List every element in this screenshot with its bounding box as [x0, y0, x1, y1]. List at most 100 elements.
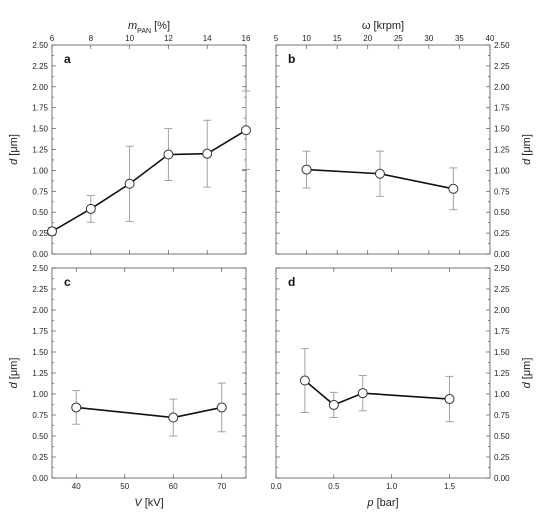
y-tick-label: 2.25 — [32, 62, 48, 71]
y-tick-label: 1.75 — [32, 104, 48, 113]
panel-c: 0.00 0.25 0.50 0.75 1.00 1.25 1.50 1.75 2.00 2.25… — [8, 264, 247, 509]
plot-frame — [275, 267, 491, 479]
y-tick-label: 0.25 — [494, 229, 510, 238]
y-tick-label: 1.50 — [494, 348, 510, 357]
y-tick-label: 2.00 — [32, 83, 48, 92]
y-tick-label: 1.50 — [32, 348, 48, 357]
plot-frame — [51, 267, 247, 479]
y-tick-label: 2.25 — [32, 285, 48, 294]
data-point — [202, 148, 213, 159]
y-axis-label: d [μm] — [521, 358, 533, 389]
y-tick-label: 2.50 — [494, 264, 510, 273]
x-tick-label: 25 — [394, 34, 403, 43]
data-point — [163, 149, 174, 160]
y-tick-label: 0.75 — [32, 411, 48, 420]
y-tick-label: 0.25 — [32, 453, 48, 462]
y-tick-label: 2.00 — [494, 83, 510, 92]
y-tick-label: 0.00 — [494, 250, 510, 259]
y-tick-label: 2.50 — [494, 41, 510, 50]
y-tick-label: 2.50 — [32, 41, 48, 50]
y-tick-label: 0.25 — [32, 229, 48, 238]
data-point — [357, 388, 368, 399]
x-tick-label: 50 — [120, 482, 129, 491]
x-tick-label: 60 — [169, 482, 178, 491]
y-tick-label: 1.25 — [32, 369, 48, 378]
x-tick-label: 35 — [455, 34, 464, 43]
y-tick-label: 1.25 — [32, 146, 48, 155]
x-tick-label: 14 — [203, 34, 212, 43]
y-tick-label: 2.50 — [32, 264, 48, 273]
y-tick-label: 0.75 — [494, 411, 510, 420]
plot-frame — [275, 44, 491, 255]
x-tick-label: 15 — [333, 34, 342, 43]
panel-a: 0.00 0.25 0.50 0.75 1.00 1.25 1.50 1.75 2.00 2.25… — [8, 20, 251, 259]
x-tick-label: 0.5 — [328, 482, 340, 491]
panel-letter: c — [64, 275, 71, 289]
y-tick-label: 0.50 — [32, 208, 48, 217]
x-tick-label: 6 — [50, 34, 55, 43]
x-tick-label: 8 — [89, 34, 94, 43]
x-tick-label: 30 — [424, 34, 433, 43]
y-tick-label: 1.00 — [32, 390, 48, 399]
panel-b: 0.00 0.25 0.50 0.75 1.00 1.25 1.50 1.75 2.00 2.25… — [274, 20, 533, 259]
y-tick-label: 1.00 — [32, 166, 48, 175]
y-tick-label: 2.25 — [494, 62, 510, 71]
y-axis-label: d [μm] — [8, 134, 20, 165]
y-tick-label: 1.25 — [494, 369, 510, 378]
series-line — [304, 379, 450, 406]
x-tick-label: 1.0 — [386, 482, 398, 491]
y-axis-label: d [μm] — [521, 134, 533, 165]
x-tick-label: 1.5 — [444, 482, 456, 491]
x-axis-label: p [bar] — [366, 497, 398, 509]
y-tick-label: 0.00 — [32, 474, 48, 483]
data-point — [124, 178, 135, 189]
series-line — [51, 129, 247, 233]
y-tick-label: 2.25 — [494, 285, 510, 294]
data-point — [168, 412, 179, 423]
data-point — [299, 375, 310, 386]
x-tick-label: 70 — [217, 482, 226, 491]
top-axis-label: mPAN [%] — [128, 20, 170, 35]
x-tick-label: 12 — [164, 34, 173, 43]
y-tick-label: 1.50 — [494, 125, 510, 134]
y-tick-label: 1.75 — [494, 327, 510, 336]
x-tick-label: 40 — [486, 34, 495, 43]
y-tick-label: 0.00 — [494, 474, 510, 483]
y-tick-label: 1.25 — [494, 146, 510, 155]
x-tick-label: 40 — [72, 482, 81, 491]
data-point — [241, 125, 251, 136]
x-tick-label: 10 — [125, 34, 134, 43]
x-axis-label: V [kV] — [134, 497, 163, 509]
data-point — [444, 394, 455, 405]
x-tick-label: 5 — [274, 34, 279, 43]
data-point — [71, 402, 82, 413]
plot-frame — [51, 44, 247, 255]
x-tick-label: 10 — [302, 34, 311, 43]
y-tick-label: 1.75 — [32, 327, 48, 336]
top-axis-label: ω [krpm] — [362, 20, 404, 32]
x-tick-label: 0.0 — [270, 482, 282, 491]
series-line — [76, 406, 222, 419]
y-tick-label: 0.25 — [494, 453, 510, 462]
y-tick-label: 0.50 — [32, 432, 48, 441]
y-tick-label: 2.00 — [32, 306, 48, 315]
panel-letter: b — [288, 52, 295, 66]
y-tick-label: 1.00 — [494, 390, 510, 399]
data-point — [374, 168, 385, 179]
y-axis-label: d [μm] — [8, 358, 20, 389]
y-tick-label: 1.50 — [32, 125, 48, 134]
panel-d: 0.00 0.25 0.50 0.75 1.00 1.25 1.50 1.75 2.00 2.25… — [270, 264, 533, 509]
y-tick-label: 0.50 — [494, 208, 510, 217]
y-tick-label: 1.75 — [494, 104, 510, 113]
y-tick-label: 1.00 — [494, 166, 510, 175]
y-tick-label: 0.50 — [494, 432, 510, 441]
panel-letter: a — [64, 52, 71, 66]
y-tick-label: 2.00 — [494, 306, 510, 315]
y-tick-label: 0.75 — [494, 187, 510, 196]
data-point — [448, 183, 459, 194]
data-point — [328, 399, 339, 410]
data-point — [85, 203, 96, 214]
data-point — [301, 164, 312, 175]
x-tick-label: 20 — [363, 34, 372, 43]
